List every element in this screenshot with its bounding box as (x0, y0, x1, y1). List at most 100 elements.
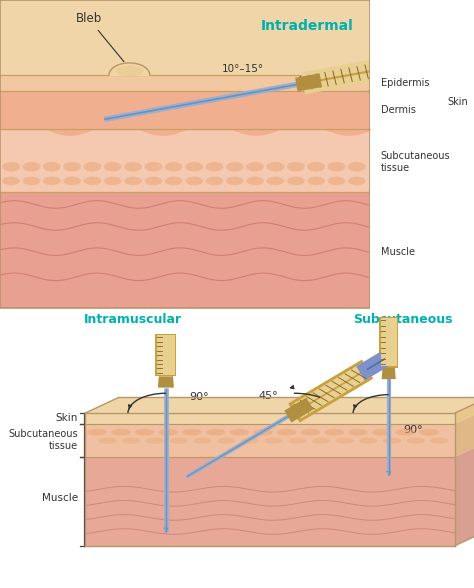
Ellipse shape (395, 429, 415, 436)
Polygon shape (455, 441, 474, 546)
Ellipse shape (328, 176, 346, 185)
Ellipse shape (217, 437, 235, 444)
Bar (0, 0, 370, 75)
Bar (0, 75, 370, 91)
Ellipse shape (336, 437, 354, 444)
Ellipse shape (63, 162, 81, 172)
Ellipse shape (348, 162, 365, 172)
Polygon shape (109, 63, 150, 75)
Ellipse shape (253, 429, 273, 436)
Ellipse shape (87, 429, 107, 436)
Ellipse shape (83, 176, 101, 185)
Text: Muscle: Muscle (42, 493, 78, 503)
Polygon shape (157, 335, 175, 375)
Ellipse shape (430, 437, 448, 444)
Ellipse shape (312, 437, 330, 444)
Ellipse shape (170, 437, 188, 444)
Ellipse shape (104, 176, 122, 185)
Text: Skin: Skin (56, 413, 78, 423)
Ellipse shape (266, 176, 284, 185)
Ellipse shape (287, 176, 305, 185)
Ellipse shape (348, 176, 365, 185)
Polygon shape (85, 397, 474, 413)
Text: Intradermal: Intradermal (261, 19, 354, 34)
Ellipse shape (117, 66, 142, 76)
Polygon shape (455, 397, 474, 424)
Ellipse shape (266, 162, 284, 172)
Ellipse shape (206, 176, 223, 185)
Ellipse shape (277, 429, 297, 436)
Ellipse shape (287, 162, 305, 172)
Ellipse shape (206, 162, 223, 172)
Ellipse shape (135, 429, 155, 436)
Polygon shape (455, 408, 474, 457)
Ellipse shape (372, 429, 392, 436)
Ellipse shape (348, 429, 368, 436)
Ellipse shape (99, 437, 117, 444)
Ellipse shape (2, 162, 20, 172)
Ellipse shape (124, 176, 142, 185)
Ellipse shape (185, 176, 203, 185)
Polygon shape (85, 457, 455, 546)
Text: Intramuscular: Intramuscular (83, 313, 182, 326)
Ellipse shape (23, 162, 40, 172)
Ellipse shape (246, 176, 264, 185)
Text: Bleb: Bleb (76, 12, 124, 62)
Ellipse shape (145, 176, 162, 185)
Ellipse shape (63, 176, 81, 185)
Ellipse shape (193, 437, 211, 444)
Bar (0, 129, 370, 192)
Text: Dermis: Dermis (381, 105, 416, 115)
Ellipse shape (301, 429, 320, 436)
Polygon shape (382, 368, 396, 379)
Polygon shape (85, 413, 455, 424)
Text: Subcutaneous
tissue: Subcutaneous tissue (9, 429, 78, 452)
Ellipse shape (359, 437, 377, 444)
Text: Subcutaneous: Subcutaneous (353, 313, 453, 326)
Ellipse shape (226, 162, 244, 172)
Ellipse shape (165, 176, 182, 185)
Text: Muscle: Muscle (381, 246, 415, 257)
Bar (0, 91, 370, 129)
Ellipse shape (2, 176, 20, 185)
Ellipse shape (407, 437, 425, 444)
Polygon shape (381, 319, 397, 366)
Ellipse shape (111, 429, 131, 436)
Ellipse shape (307, 162, 325, 172)
Text: 90°: 90° (190, 392, 209, 403)
Ellipse shape (324, 429, 344, 436)
Polygon shape (85, 424, 455, 457)
Ellipse shape (23, 176, 40, 185)
Ellipse shape (241, 437, 259, 444)
Ellipse shape (229, 429, 249, 436)
Polygon shape (158, 376, 174, 387)
Ellipse shape (122, 437, 140, 444)
Ellipse shape (383, 437, 401, 444)
Ellipse shape (307, 176, 325, 185)
Text: 90°: 90° (403, 425, 422, 435)
Ellipse shape (83, 162, 101, 172)
Ellipse shape (165, 162, 182, 172)
Text: 10°–15°: 10°–15° (222, 64, 264, 74)
Ellipse shape (145, 162, 162, 172)
Ellipse shape (182, 429, 202, 436)
Ellipse shape (226, 176, 244, 185)
Polygon shape (379, 317, 398, 368)
Ellipse shape (104, 162, 122, 172)
Ellipse shape (264, 437, 283, 444)
Text: Subcutaneous
tissue: Subcutaneous tissue (381, 151, 450, 173)
Bar (0, 192, 370, 308)
Ellipse shape (43, 176, 61, 185)
Text: Skin: Skin (447, 97, 468, 107)
Polygon shape (155, 334, 176, 376)
Ellipse shape (288, 437, 306, 444)
Text: Epidermis: Epidermis (381, 78, 429, 88)
Text: 45°: 45° (258, 391, 278, 401)
Ellipse shape (158, 429, 178, 436)
Ellipse shape (419, 429, 439, 436)
Ellipse shape (185, 162, 203, 172)
Ellipse shape (124, 162, 142, 172)
Ellipse shape (43, 162, 61, 172)
Ellipse shape (146, 437, 164, 444)
Ellipse shape (246, 162, 264, 172)
